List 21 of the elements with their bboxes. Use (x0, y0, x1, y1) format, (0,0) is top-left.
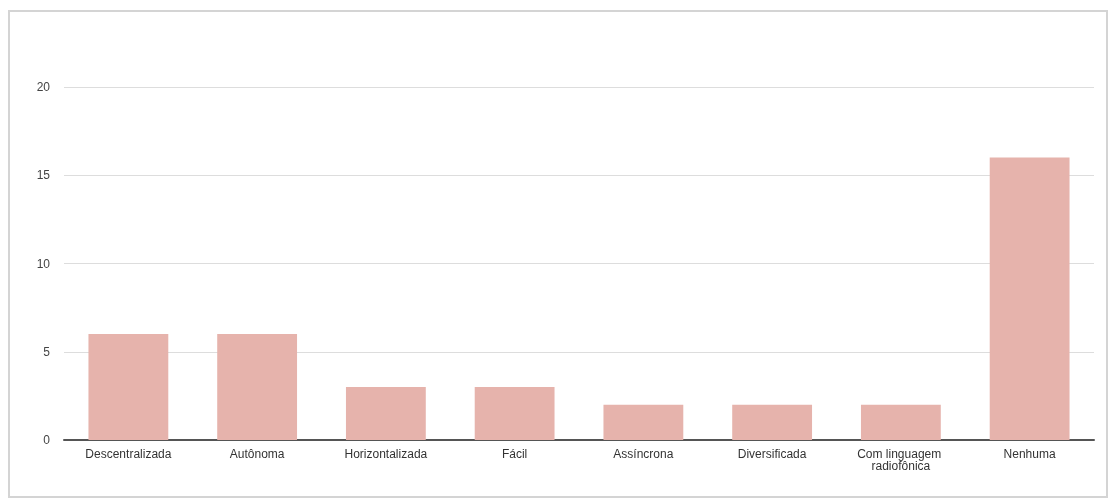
x-tick-label: Diversificada (737, 447, 807, 461)
x-tick-label: Descentralizada (85, 447, 172, 461)
bar (474, 387, 555, 440)
x-tick-label: Nenhuma (1003, 447, 1056, 461)
x-tick-label: Fácil (501, 447, 528, 461)
y-tick-label: 15 (36, 168, 51, 183)
y-tick-label: 5 (43, 344, 51, 359)
bar (732, 404, 813, 440)
x-tick-label: Horizontalizada (344, 447, 428, 461)
y-tick-label: 10 (36, 256, 51, 271)
y-tick-label: 20 (36, 80, 51, 94)
bar (217, 334, 298, 440)
x-tick-label: Assíncrona (613, 447, 674, 461)
bar (860, 404, 941, 440)
bar (603, 404, 684, 440)
x-tick-label: Autônoma (229, 447, 285, 461)
bar (345, 387, 426, 440)
y-tick-label: 0 (43, 433, 51, 447)
bar (989, 157, 1070, 440)
x-tick-label: Com linguagem radiofônica (857, 447, 945, 473)
bar (88, 334, 169, 440)
